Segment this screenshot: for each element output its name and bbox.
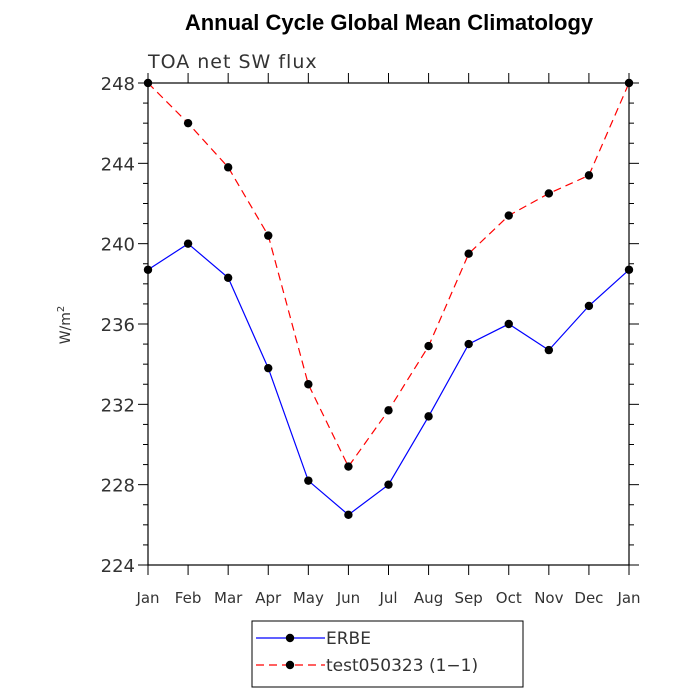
series-line-0 [147,242,630,516]
legend-marker-1 [285,660,295,670]
x-tick-label: Apr [255,589,282,607]
legend-label-0: ERBE [326,629,371,649]
y-axis-label: W/m2 [56,306,74,345]
x-tick-label: Oct [496,589,522,607]
y-axis-label-superscript: 2 [56,306,67,312]
plot-frame [147,82,630,566]
series-point-1 [464,249,473,258]
x-tick-label: Jul [378,589,397,607]
series-point-1 [304,380,313,389]
series-point-1 [504,211,513,220]
x-tick-label: Dec [574,589,603,607]
series-point-1 [544,189,554,198]
series-point-0 [584,301,594,311]
x-tick-label: May [293,589,324,607]
series-point-0 [264,363,273,373]
series-point-1 [264,231,273,240]
series-point-1 [183,118,193,128]
series-point-0 [384,480,393,489]
series-point-0 [464,339,473,349]
x-tick-label: Jan [616,589,640,607]
chart-title: Annual Cycle Global Mean Climatology [185,10,594,35]
y-tick-label: 236 [101,315,135,336]
series-point-0 [344,510,353,519]
x-tick-label: Jan [135,589,159,607]
y-tick-label: 248 [101,74,135,95]
y-tick-label: 244 [101,154,135,175]
y-tick-label: 232 [101,395,135,416]
legend-marker-0 [285,633,295,643]
series-point-0 [223,273,233,283]
x-tick-label: Nov [534,589,563,607]
series-point-1 [584,171,594,180]
series-point-0 [304,476,313,485]
series-point-1 [344,462,353,471]
legend: ERBE test050323 (1−1) [251,620,524,688]
x-tick-label: Jun [336,589,360,607]
y-tick-label: 224 [101,556,135,577]
series-point-0 [504,319,513,329]
x-tick-label: Aug [414,589,443,607]
plot-area: 224 228 232 236 240 244 248 Jan Feb Mar Apr May Jun J… [101,73,641,607]
y-tick-label: 228 [101,476,135,497]
series-point-1 [384,406,393,415]
series-point-0 [424,412,433,421]
x-tick-label: Feb [175,589,202,607]
y-axis-label-text: W/m [58,312,74,344]
x-tick-label: Sep [455,589,483,607]
series-point-1 [223,163,233,172]
chart-subtitle: TOA net SW flux [147,51,318,73]
series-point-0 [183,239,193,248]
series-point-1 [424,341,433,351]
x-tick-label: Mar [214,589,243,607]
y-tick-label: 240 [101,235,135,256]
legend-label-1: test050323 (1−1) [326,656,478,676]
series-point-0 [544,345,554,355]
legend-box [251,620,524,688]
